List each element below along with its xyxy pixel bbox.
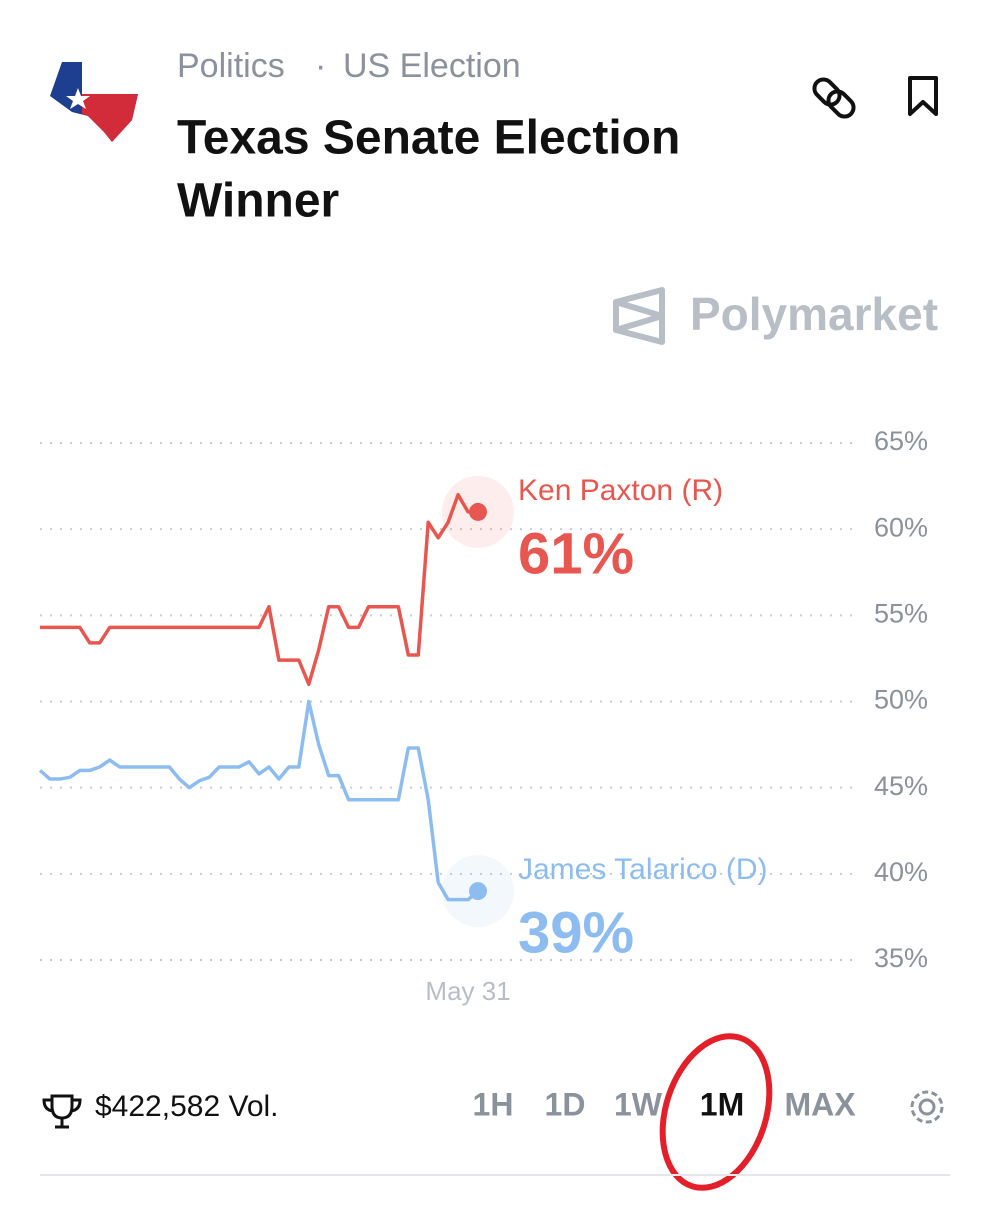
range-button[interactable]: 1H [473, 1086, 514, 1122]
separator: · [315, 47, 326, 85]
chart: 65% 60% 55% 50% 45% 40% 35% May 31 Ken Paxton (R… [38, 426, 928, 1006]
y-tick-label: 45% [874, 771, 928, 801]
link-icon[interactable] [811, 76, 858, 121]
texas-flag-icon [50, 62, 138, 142]
y-tick-label: 35% [874, 943, 928, 973]
category[interactable]: Politics [177, 47, 285, 85]
title: Texas Senate Election [177, 112, 680, 165]
subcategory[interactable]: US Election [343, 47, 521, 85]
value-label: 39% [518, 900, 634, 965]
end-point [469, 502, 487, 521]
y-tick-label: 50% [874, 685, 928, 715]
highlight-circle [659, 1033, 773, 1191]
y-tick-label: 60% [874, 512, 928, 542]
legend-label: Ken Paxton (R) [518, 474, 723, 507]
brand-name: Polymarket [690, 288, 938, 340]
volume: $422,582 Vol. [95, 1090, 279, 1123]
range-button[interactable]: 1M [700, 1086, 744, 1122]
y-tick-label: 55% [874, 598, 928, 628]
settings-icon[interactable] [910, 1090, 944, 1124]
brand-logo [613, 287, 665, 345]
range-selector: 1H 1D 1W 1M MAX [473, 1086, 857, 1122]
x-tick-label: May 31 [425, 976, 510, 1006]
range-button[interactable]: 1W [614, 1086, 663, 1122]
range-button[interactable]: 1D [545, 1086, 586, 1122]
y-tick-label: 40% [874, 857, 928, 887]
trophy-icon [42, 1094, 82, 1129]
end-point [469, 882, 487, 901]
range-button[interactable]: MAX [784, 1086, 856, 1122]
series-line [40, 492, 478, 687]
title: Winner [177, 175, 339, 228]
legend-label: James Talarico (D) [518, 853, 768, 886]
series-line [38, 699, 480, 902]
value-label: 61% [518, 521, 634, 586]
y-tick-label: 65% [874, 426, 928, 456]
bookmark-icon[interactable] [908, 76, 938, 116]
